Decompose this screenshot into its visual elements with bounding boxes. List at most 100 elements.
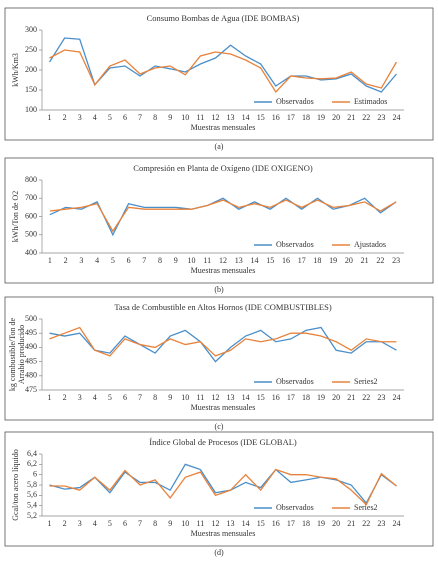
x-tick-label: 21	[347, 519, 355, 528]
caption: (c)	[215, 422, 224, 431]
panel	[4, 431, 434, 547]
x-tick-label: 20	[345, 256, 353, 265]
legend-label: Observados	[276, 240, 314, 249]
y-tick-label: 5,4	[27, 500, 37, 509]
x-tick-label: 17	[287, 113, 295, 122]
line-series	[49, 197, 397, 237]
y-axis-title: Gcal/ton acero líquido	[11, 449, 20, 521]
chart-title: Tasa de Combustible en Altos Hornos (IDE…	[114, 302, 331, 312]
x-tick-label: 16	[272, 393, 280, 402]
x-tick-label: 9	[174, 256, 178, 265]
x-tick-label: 10	[181, 393, 189, 402]
x-axis-title: Muestras mensuales	[191, 266, 256, 275]
y-tick-label: 200	[25, 65, 37, 74]
x-tick-label: 2	[63, 113, 67, 122]
x-tick-label: 15	[257, 113, 265, 122]
x-tick-label: 24	[392, 519, 400, 528]
x-tick-label: 13	[227, 393, 235, 402]
x-tick-label: 23	[377, 519, 385, 528]
x-tick-label: 10	[181, 519, 189, 528]
x-tick-label: 4	[93, 393, 97, 402]
x-tick-label: 5	[108, 519, 112, 528]
chart-title: Consumo Bombas de Agua (IDE BOMBAS)	[147, 13, 300, 23]
x-tick-label: 23	[377, 393, 385, 402]
x-tick-label: 21	[347, 113, 355, 122]
x-tick-label: 3	[78, 519, 82, 528]
x-tick-label: 22	[362, 393, 370, 402]
x-tick-label: 2	[63, 519, 67, 528]
line-series	[49, 199, 397, 233]
y-tick-label: 480	[25, 371, 37, 380]
y-tick-label: 300	[25, 25, 37, 34]
legend-label: Ajustados	[354, 240, 386, 249]
x-tick-label: 13	[227, 519, 235, 528]
x-tick-label: 22	[376, 256, 384, 265]
y-tick-label: 400	[25, 248, 37, 257]
y-tick-label: 100	[25, 105, 37, 114]
x-tick-label: 15	[266, 256, 274, 265]
x-tick-label: 9	[168, 519, 172, 528]
x-tick-label: 18	[302, 519, 310, 528]
x-tick-label: 17	[287, 393, 295, 402]
legend-label: Observados	[276, 503, 314, 512]
x-tick-label: 6	[127, 256, 131, 265]
y-tick-label: 6,4	[27, 449, 37, 458]
x-tick-label: 8	[153, 519, 157, 528]
legend-label: Series2	[354, 503, 378, 512]
panel	[4, 157, 434, 284]
y-tick-label: 500	[25, 230, 37, 239]
x-tick-label: 10	[181, 113, 189, 122]
legend-label: Series2	[354, 377, 378, 386]
x-tick-label: 11	[197, 113, 205, 122]
x-tick-label: 20	[332, 393, 340, 402]
x-tick-label: 14	[250, 256, 258, 265]
x-tick-label: 9	[168, 393, 172, 402]
x-tick-label: 24	[392, 393, 400, 402]
y-tick-label: 475	[25, 385, 37, 394]
x-tick-label: 1	[48, 113, 52, 122]
x-tick-label: 12	[211, 519, 219, 528]
y-tick-label: 490	[25, 342, 37, 351]
y-tick-label: 5,6	[27, 490, 37, 499]
x-tick-label: 6	[123, 393, 127, 402]
x-tick-label: 4	[93, 113, 97, 122]
x-tick-label: 2	[63, 393, 67, 402]
x-tick-label: 10	[188, 256, 196, 265]
chart-title: Índice Global de Procesos (IDE GLOBAL)	[149, 437, 297, 447]
caption: (d)	[214, 548, 224, 557]
x-axis-title: Muestras mensuales	[191, 403, 256, 412]
x-tick-label: 12	[211, 113, 219, 122]
x-tick-label: 16	[272, 113, 280, 122]
x-tick-label: 6	[123, 519, 127, 528]
x-tick-label: 3	[78, 393, 82, 402]
y-tick-label: 600	[25, 211, 37, 220]
x-tick-label: 24	[392, 113, 400, 122]
y-tick-label: 150	[25, 85, 37, 94]
x-tick-label: 6	[123, 113, 127, 122]
caption: (a)	[215, 142, 224, 151]
x-tick-label: 15	[257, 393, 265, 402]
x-tick-label: 17	[298, 256, 306, 265]
x-tick-label: 16	[272, 519, 280, 528]
x-tick-label: 3	[78, 113, 82, 122]
legend-label: Observados	[276, 377, 314, 386]
x-tick-label: 23	[392, 256, 400, 265]
x-tick-label: 11	[197, 519, 205, 528]
chart-title: Compresión en Planta de Oxígeno (IDE OXI…	[133, 163, 313, 173]
y-tick-label: 495	[25, 328, 37, 337]
x-tick-label: 2	[64, 256, 68, 265]
x-tick-label: 11	[203, 256, 211, 265]
x-tick-label: 8	[153, 113, 157, 122]
x-tick-label: 21	[347, 393, 355, 402]
x-tick-label: 7	[138, 393, 142, 402]
line-series	[49, 326, 397, 357]
x-tick-label: 5	[108, 113, 112, 122]
x-tick-label: 19	[317, 113, 325, 122]
x-tick-label: 13	[227, 113, 235, 122]
x-tick-label: 7	[138, 519, 142, 528]
y-axis-title: kg combustible/Ton de	[8, 317, 17, 391]
x-tick-label: 1	[48, 256, 52, 265]
x-tick-label: 12	[219, 256, 227, 265]
panel	[4, 296, 434, 421]
